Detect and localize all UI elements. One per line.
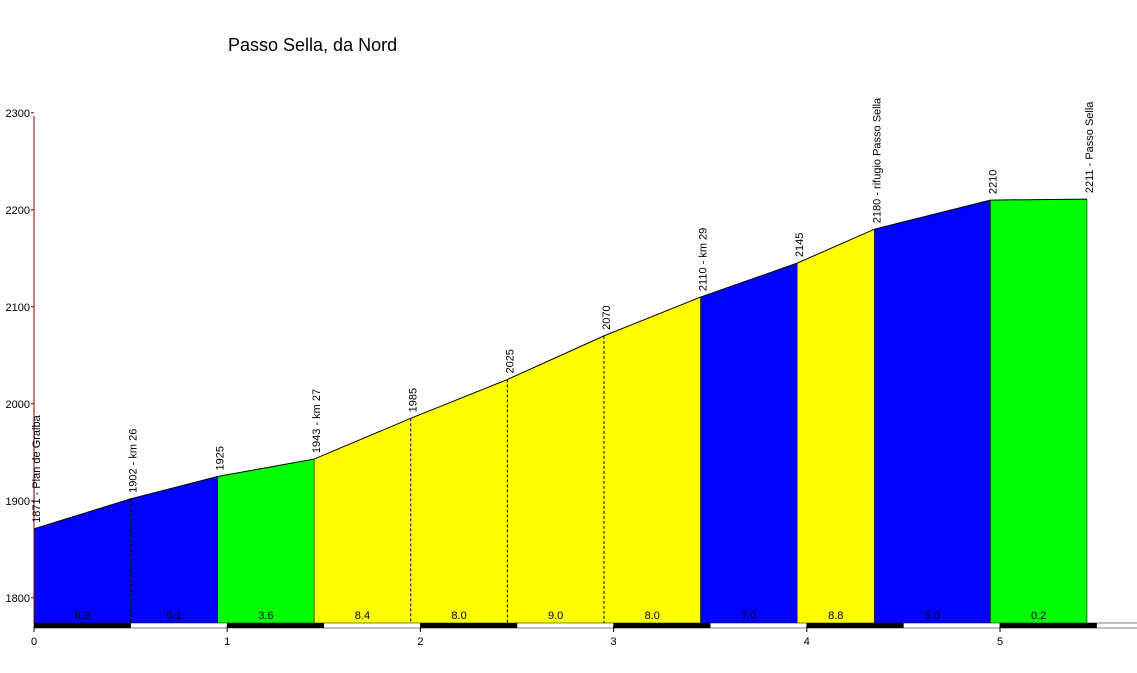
x-tick-label: 1: [224, 636, 230, 648]
km-bar-block: [226, 622, 325, 629]
point-label: 2210: [987, 170, 999, 194]
x-tick-label: 0: [31, 636, 37, 648]
km-bar-block: [1096, 622, 1137, 629]
point-label: 2070: [601, 305, 613, 329]
gradient-label: 3.6: [258, 610, 273, 622]
point-label: 1902 - km 26: [128, 429, 140, 493]
gradient-label: 6.2: [75, 610, 90, 622]
gradient-label: 8.0: [451, 610, 466, 622]
y-tick-label: 1800: [6, 593, 30, 605]
segment-fill: [34, 498, 131, 623]
km-bar-block: [999, 622, 1097, 629]
chart-title: Passo Sella, da Nord: [228, 35, 397, 55]
segment-fill: [874, 200, 991, 623]
y-tick-label: 2300: [6, 108, 30, 120]
gradient-label: 8.8: [828, 610, 843, 622]
x-tick-label: 3: [611, 636, 617, 648]
x-tick-label: 2: [417, 636, 423, 648]
point-label: 2145: [794, 233, 806, 257]
point-labels: 1871 - Plan de Gralba 1902 - km 26 1925 194…: [31, 97, 1096, 523]
segment-fill: [314, 418, 411, 623]
y-tick-label: 2200: [6, 205, 30, 217]
y-tick-label: 2000: [6, 399, 30, 411]
segment-fill: [130, 476, 218, 623]
segment-fills: [34, 199, 1087, 624]
point-label: 2110 - km 29: [698, 228, 710, 291]
km-bar-block: [806, 622, 904, 629]
km-bar-block: [516, 622, 614, 629]
y-tick-label: 1900: [6, 496, 30, 508]
x-tick-label: 4: [804, 636, 810, 648]
gradient-labels: 6.2 5.1 3.6 8.4 8.0 9.0 8.0 7.0 8.8 5.0 0.2: [75, 610, 1047, 622]
segment-fill: [217, 459, 315, 623]
gradient-label: 0.2: [1031, 610, 1046, 622]
km-bar-block: [130, 622, 228, 629]
gradient-label: 9.0: [548, 610, 563, 622]
km-bar-block: [903, 622, 1001, 629]
point-label: 1925: [215, 446, 227, 470]
point-label: 1871 - Plan de Gralba: [31, 414, 43, 523]
gradient-label: 8.0: [645, 610, 660, 622]
segment-fill: [410, 379, 508, 623]
profile-line-group: [33, 198, 1087, 530]
km-bar-block: [323, 622, 421, 629]
km-bar-block: [33, 622, 131, 629]
segment-fill: [990, 199, 1087, 624]
profile-line: [33, 198, 1087, 530]
point-label: 2025: [504, 349, 516, 373]
segment-fill: [507, 335, 604, 623]
gradient-label: 7.0: [741, 610, 756, 622]
point-label: 1943 - km 27: [311, 389, 323, 453]
km-bar-block: [613, 622, 711, 629]
gradient-label: 5.0: [925, 610, 940, 622]
point-label: 1985: [408, 388, 420, 412]
km-bar-block: [709, 622, 808, 629]
gradient-label: 8.4: [355, 610, 370, 622]
drop-lines: [130, 199, 1088, 623]
x-tick-label: 5: [997, 636, 1003, 648]
segment-fill: [700, 263, 798, 623]
km-bar-block: [420, 622, 518, 629]
axes: 1800 1900 2000 2100 2200 2300 0 1 2 3 4 5: [6, 108, 1137, 648]
point-label: 2211 - Passo Sella: [1084, 101, 1096, 193]
segment-fill: [797, 229, 875, 623]
y-tick-label: 2100: [6, 302, 30, 314]
point-label: 2180 - rifugio Passo Sella: [871, 97, 883, 223]
segment-fill: [603, 297, 701, 623]
gradient-label: 5.1: [166, 610, 181, 622]
